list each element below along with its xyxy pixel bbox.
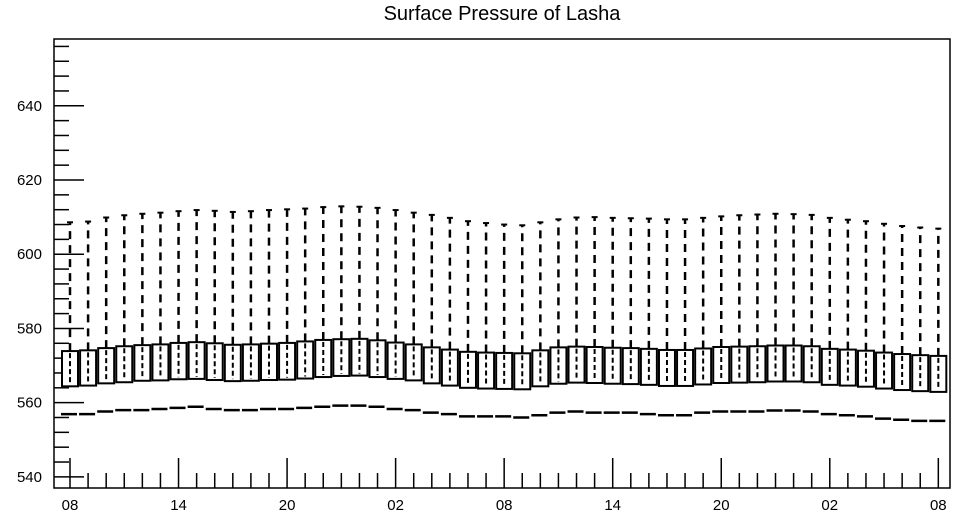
iqr-box <box>838 348 857 387</box>
iqr-box <box>97 347 116 385</box>
x-tick-label: 08 <box>496 497 513 514</box>
x-axis: 08 14 20 02 08 14 20 02 08 <box>62 458 947 514</box>
x-tick-label: 08 <box>930 497 947 514</box>
x-tick-label: 20 <box>713 497 730 514</box>
chart-title: Surface Pressure of Lasha <box>383 3 621 25</box>
iqr-box <box>440 348 459 387</box>
iqr-box <box>875 351 894 390</box>
iqr-box <box>911 354 930 393</box>
iqr-box <box>603 346 622 385</box>
iqr-box <box>79 349 98 387</box>
iqr-box <box>784 344 803 383</box>
iqr-box <box>676 348 695 387</box>
iqr-box <box>61 350 79 388</box>
iqr-box <box>694 347 713 386</box>
plot-frame <box>53 38 951 489</box>
iqr-box <box>893 353 912 392</box>
x-tick-label: 02 <box>821 497 838 514</box>
iqr-box <box>477 351 496 390</box>
x-tick-label: 02 <box>387 497 404 514</box>
iqr-box <box>513 352 532 391</box>
iqr-box <box>748 345 767 384</box>
iqr-box <box>495 351 514 390</box>
iqr-box <box>567 345 586 384</box>
y-tick-label: 540 <box>17 469 42 486</box>
y-tick-label: 560 <box>17 395 42 412</box>
y-tick-label: 600 <box>17 246 42 263</box>
iqr-box <box>133 344 152 382</box>
x-tick-label: 14 <box>170 497 187 514</box>
x-tick-label: 08 <box>62 497 79 514</box>
boxplot-series <box>61 205 948 423</box>
iqr-box <box>820 347 839 386</box>
y-tick-label: 620 <box>17 172 42 189</box>
y-tick-label: 580 <box>17 320 42 337</box>
iqr-box <box>531 349 550 388</box>
iqr-box <box>929 354 948 393</box>
iqr-box <box>621 347 640 386</box>
iqr-box <box>458 350 477 389</box>
y-axis: 540 560 580 600 620 640 <box>17 45 84 486</box>
iqr-box <box>657 348 676 387</box>
iqr-box <box>404 343 423 382</box>
iqr-box <box>585 345 604 384</box>
iqr-box <box>766 344 785 383</box>
iqr-box <box>151 343 170 382</box>
iqr-box <box>856 349 875 388</box>
iqr-box <box>712 345 731 384</box>
iqr-box <box>422 346 441 385</box>
iqr-box <box>730 345 749 384</box>
iqr-box <box>639 347 658 386</box>
iqr-box <box>115 345 134 384</box>
x-tick-label: 14 <box>604 497 621 514</box>
y-tick-label: 640 <box>17 98 42 115</box>
iqr-box <box>802 345 821 384</box>
x-tick-label: 20 <box>279 497 296 514</box>
